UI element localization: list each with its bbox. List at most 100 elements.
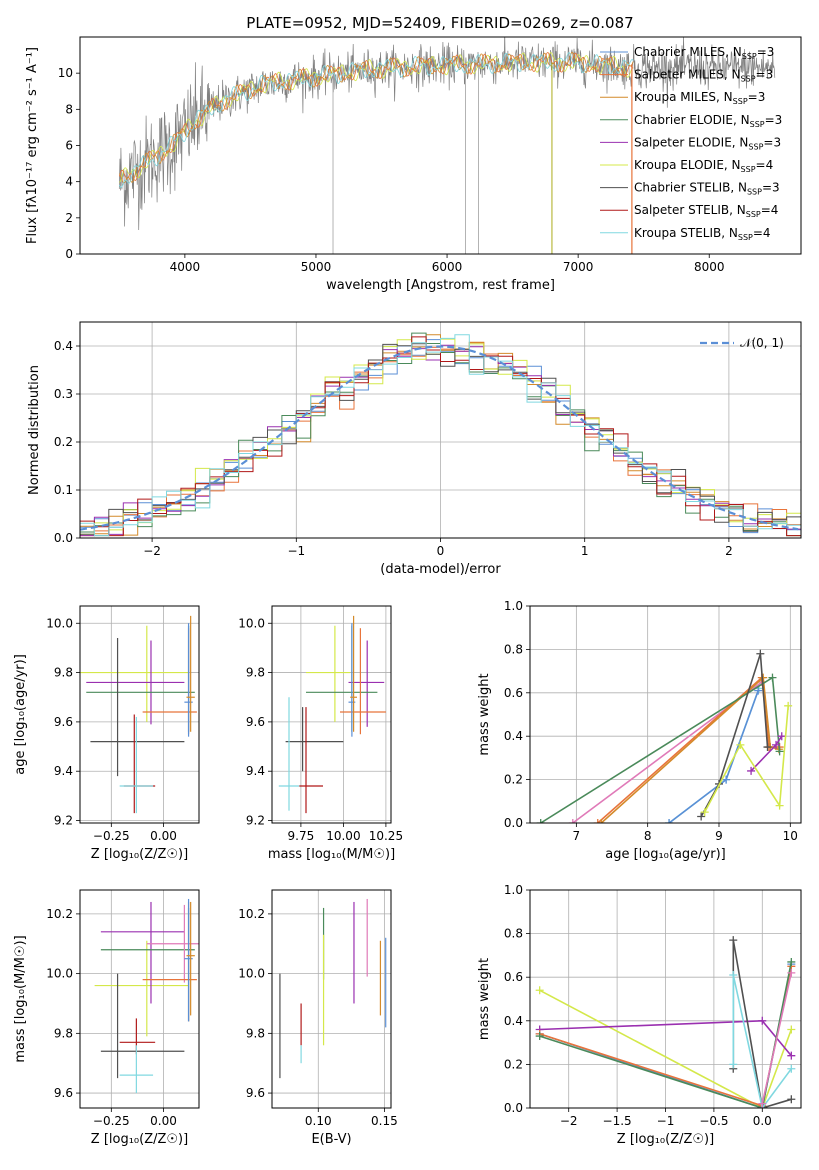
x-tick-label: −1.5 <box>603 1114 632 1128</box>
x-axis-label: Z [log₁₀(Z/Z☉)] <box>91 847 188 862</box>
x-axis-label: age [log₁₀(age/yr)] <box>605 847 726 862</box>
axes: 0.10 0.15 9.6 9.8 10.0 10.2 E(B-V) <box>238 889 398 1147</box>
plot-area <box>535 936 796 1108</box>
x-axis-label: wavelength [Angstrom, rest frame] <box>326 278 555 293</box>
x-tick-label: −0.25 <box>93 829 130 843</box>
weight-marker <box>722 775 731 784</box>
y-tick-label: 10.0 <box>238 616 265 630</box>
axes-frame <box>271 605 392 824</box>
x-tick-label: −1 <box>287 544 305 558</box>
axes-frame <box>79 889 200 1109</box>
weight-marker <box>535 1032 544 1041</box>
y-axis-label: Normed distribution <box>27 365 42 495</box>
plot-area <box>536 649 793 823</box>
x-tick-label: 8 <box>644 829 652 843</box>
y-tick-label: 9.6 <box>246 1086 265 1100</box>
y-tick-label: 0.8 <box>504 642 523 656</box>
x-axis-label: Z [log₁₀(Z/Z☉)] <box>617 1132 714 1147</box>
legend-entry: Salpeter STELIB, NSSP=4 <box>634 203 778 219</box>
weight-line <box>668 688 760 823</box>
x-tick-label: 10.25 <box>369 829 403 843</box>
axes-frame <box>79 605 200 824</box>
weight-vs-metallicity-panel: −2 −1.5 −1 −0.5 0.0 0.0 0.2 0.4 0.6 0.8 1.0 Z [log₁… <box>477 883 802 1147</box>
plot-area <box>94 898 199 1094</box>
plot-area <box>278 615 386 814</box>
y-tick-label: 4 <box>65 175 73 189</box>
weight-marker <box>787 1095 796 1104</box>
x-axis-label: mass [log₁₀(M/M☉)] <box>268 847 395 862</box>
weight-marker <box>784 701 793 710</box>
y-tick-label: 9.2 <box>54 814 73 828</box>
y-tick-label: 1.0 <box>504 883 523 897</box>
legend-entry: Salpeter ELODIE, NSSP=3 <box>634 135 781 151</box>
y-tick-label: 1.0 <box>504 599 523 613</box>
weight-marker <box>665 819 674 823</box>
y-axis-label: mass weight <box>477 673 492 755</box>
legend-entry: Kroupa STELIB, NSSP=4 <box>634 226 771 242</box>
grid <box>530 605 801 824</box>
y-axis-label: mass [log₁₀(M/M☉)] <box>13 935 28 1062</box>
figure-title: PLATE=0952, MJD=52409, FIBERID=0269, z=0… <box>246 14 633 32</box>
legend: Chabrier MILES, NSSP=3 Salpeter MILES, NS… <box>600 45 782 242</box>
axes: −2 −1 0 1 2 0.0 0.1 0.2 0.3 0.4 (data-model)/error… <box>27 321 802 577</box>
y-axis-label: age [log₁₀(age/yr)] <box>13 654 28 775</box>
weight-marker <box>758 1099 767 1108</box>
mass-vs-metallicity-panel: −0.25 0.00 9.6 9.8 10.0 10.2 Z [log₁₀(Z/Z☉)] ma… <box>13 889 200 1147</box>
y-tick-label: 0.8 <box>504 927 523 941</box>
residuals-panel: −2 −1 0 1 2 0.0 0.1 0.2 0.3 0.4 (data-model)/error… <box>27 321 802 577</box>
x-tick-label: 0.0 <box>753 1114 772 1128</box>
x-axis-label: E(B-V) <box>311 1132 351 1147</box>
grid <box>80 890 199 1108</box>
legend-entry: Kroupa ELODIE, NSSP=4 <box>634 158 773 174</box>
age-vs-metallicity-panel: −0.25 0.00 9.2 9.4 9.6 9.8 10.0 Z [log₁₀(Z/Z☉)]… <box>13 605 200 862</box>
plot-area <box>118 37 776 254</box>
x-tick-label: 10.00 <box>326 829 360 843</box>
legend-entry: 𝒩(0, 1) <box>740 336 784 350</box>
y-tick-label: 0.2 <box>504 773 523 787</box>
y-axis-label: mass weight <box>477 958 492 1040</box>
mass-vs-ebv-panel: 0.10 0.15 9.6 9.8 10.0 10.2 E(B-V) <box>238 889 398 1147</box>
y-tick-label: 10.0 <box>238 967 265 981</box>
residual-histogram <box>80 334 801 537</box>
x-tick-label: 7000 <box>563 260 594 274</box>
y-tick-label: 0.6 <box>504 686 523 700</box>
weight-marker <box>597 819 606 823</box>
x-tick-label: 8000 <box>694 260 725 274</box>
y-tick-label: 0.3 <box>54 387 73 401</box>
y-tick-label: 0.1 <box>54 483 73 497</box>
x-tick-label: 1 <box>581 544 589 558</box>
observed-spectrum-line <box>118 37 776 231</box>
y-tick-label: 6 <box>65 139 73 153</box>
weight-marker <box>729 971 738 980</box>
x-tick-label: 0.00 <box>150 1114 177 1128</box>
y-tick-label: 9.8 <box>246 1026 265 1040</box>
y-tick-label: 10.2 <box>238 907 265 921</box>
y-tick-label: 9.4 <box>54 764 73 778</box>
y-tick-label: 0.2 <box>54 435 73 449</box>
y-tick-label: 0.0 <box>504 1101 523 1115</box>
legend-entry: Chabrier STELIB, NSSP=3 <box>634 181 780 197</box>
legend-entry: Chabrier MILES, NSSP=3 <box>634 45 774 61</box>
axes: −2 −1.5 −1 −0.5 0.0 0.0 0.2 0.4 0.6 0.8 1.0 Z [log₁… <box>477 883 802 1147</box>
y-axis-label: Flux [fλ10⁻¹⁷ erg cm⁻² s⁻¹ A⁻¹] <box>25 47 40 244</box>
y-tick-label: 10.0 <box>46 967 73 981</box>
y-tick-label: 8 <box>65 102 73 116</box>
axes-frame <box>271 889 392 1109</box>
weight-line <box>600 675 780 823</box>
weight-marker <box>568 819 577 823</box>
weight-marker <box>787 1051 796 1060</box>
x-tick-label: 9.75 <box>288 829 315 843</box>
normal-distribution-curve <box>80 345 799 531</box>
y-tick-label: 0.2 <box>504 1057 523 1071</box>
weight-marker <box>729 936 738 945</box>
weight-marker <box>593 819 602 823</box>
x-tick-label: 0.00 <box>150 829 177 843</box>
y-tick-label: 9.8 <box>54 1026 73 1040</box>
grid <box>80 606 199 823</box>
x-tick-label: 4000 <box>170 260 201 274</box>
x-tick-label: −0.5 <box>699 1114 728 1128</box>
y-tick-label: 0.0 <box>504 816 523 830</box>
x-tick-label: 0 <box>437 544 445 558</box>
weight-marker <box>700 808 709 817</box>
weight-marker <box>768 673 777 682</box>
